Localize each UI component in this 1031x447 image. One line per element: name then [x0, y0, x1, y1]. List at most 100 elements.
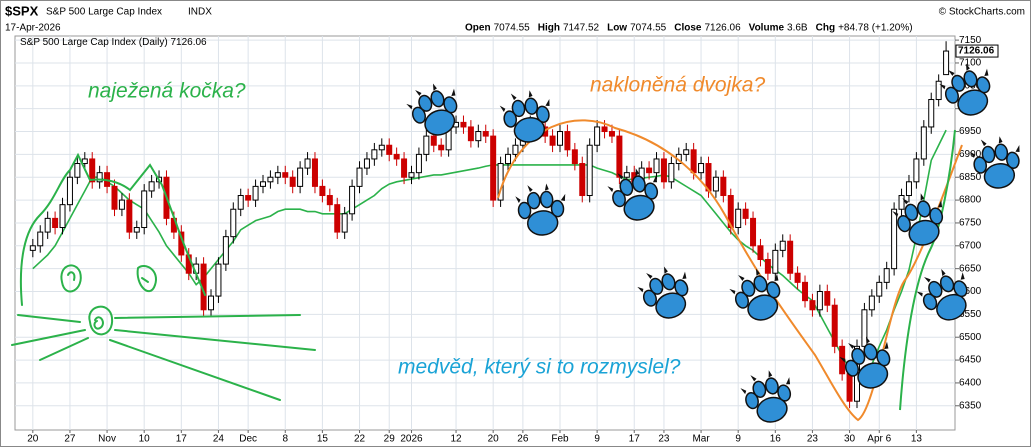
x-tick-label: 29: [384, 434, 396, 445]
candle-body: [891, 208, 898, 270]
candle-body: [482, 131, 489, 137]
candle-body: [304, 158, 311, 169]
candle-body: [297, 167, 304, 187]
x-tick-label: 27: [64, 434, 76, 445]
candle-body: [111, 185, 118, 210]
candle-body: [460, 121, 467, 128]
candle-body: [794, 272, 801, 283]
candle-body: [267, 176, 274, 183]
candle-body: [349, 185, 356, 215]
candle-body: [89, 158, 96, 183]
candle-body: [490, 135, 497, 201]
candle-body: [742, 208, 749, 219]
candle-body: [653, 158, 660, 174]
candle-body: [393, 153, 400, 160]
candle-body: [831, 304, 838, 347]
candle-body: [334, 204, 341, 233]
candle-body: [222, 236, 229, 265]
candle-body: [868, 295, 875, 311]
legend: S&P 500 Large Cap Index (Daily) 7126.06: [20, 37, 207, 48]
candle-body: [623, 172, 630, 178]
x-tick-label: Feb: [551, 434, 569, 445]
candle-body: [646, 167, 653, 174]
legend-name: S&P 500 Large Cap Index (Daily): [20, 37, 168, 48]
x-tick-label: 17: [176, 434, 188, 445]
candle-body: [690, 149, 697, 174]
candles: 7126.06: [29, 41, 999, 409]
annotations: naježená kočka? nakloněná dvojka? medvěd, …: [88, 74, 765, 379]
date: 17-Apr-2026: [5, 23, 61, 34]
candle-body: [824, 291, 831, 306]
x-tick-label: 2026: [400, 434, 423, 445]
grid: 6350 6400 6450 6500 6550 6600 6650 6700 6750 6800…: [15, 35, 982, 445]
x-tick-label: 30: [844, 434, 856, 445]
candle-body: [430, 135, 437, 146]
y-tick-label: 6750: [959, 218, 982, 229]
candle-body: [208, 295, 215, 311]
y-tick-label: 6350: [959, 400, 982, 411]
candle-body: [735, 208, 742, 229]
candle-body: [252, 185, 259, 201]
stat-value: 7074.55: [494, 23, 531, 34]
symbol: $SPX: [5, 3, 39, 18]
annotation: nakloněná dvojka?: [590, 74, 765, 97]
cat-doodle: [11, 152, 316, 401]
x-tick-label: 15: [317, 434, 329, 445]
candle-body: [787, 240, 794, 274]
candle-body: [601, 126, 608, 133]
x-tick-label: 9: [594, 434, 600, 445]
candle-body: [883, 268, 890, 283]
candle-body: [913, 158, 920, 183]
candle-body: [764, 259, 771, 274]
x-tick-label: 20: [27, 434, 39, 445]
two-doodle: [497, 119, 963, 422]
price-tag: 7126.06: [958, 46, 995, 57]
x-tick-label: 24: [213, 434, 225, 445]
stats: Open 7074.55 High 7147.52 Low 7074.55 Close 712…: [465, 23, 913, 34]
annotation: naježená kočka?: [88, 80, 246, 103]
y-tick-label: 6650: [959, 263, 982, 274]
y-tick-label: 6700: [959, 240, 982, 251]
y-tick-label: 6400: [959, 378, 982, 389]
candle-body: [905, 181, 912, 197]
candle-body: [96, 172, 103, 183]
x-tick-label: Nov: [98, 434, 116, 445]
candle-body: [289, 176, 296, 187]
candle-body: [616, 135, 623, 178]
candle-body: [29, 245, 36, 251]
candle-body: [371, 149, 378, 160]
y-tick-label: 6450: [959, 355, 982, 366]
x-tick-label: 17: [629, 434, 641, 445]
candle-body: [712, 176, 719, 192]
candle-body: [861, 309, 868, 347]
candle-body: [356, 167, 363, 187]
candle-body: [564, 131, 571, 151]
price-tag-box: [955, 44, 999, 58]
candle-body: [660, 158, 667, 183]
stat-label: Chg: [816, 23, 835, 34]
candle-body: [415, 153, 422, 174]
candle-body: [126, 199, 133, 233]
x-tick-label: Apr 6: [867, 434, 891, 445]
candle-body: [505, 153, 512, 165]
y-tick-label: 6500: [959, 332, 982, 343]
stat-value: 7147.52: [563, 23, 600, 34]
candle-body: [259, 181, 266, 187]
candle-body: [237, 195, 244, 210]
candle-body: [512, 144, 519, 155]
x-tick-label: Dec: [239, 434, 257, 445]
candle-body: [311, 158, 318, 187]
candle-body: [779, 240, 786, 251]
candle-body: [52, 217, 59, 229]
stat-label: High: [538, 23, 560, 34]
candle-body: [475, 131, 482, 142]
legend-value: 7126.06: [170, 37, 207, 48]
candle-body: [720, 176, 727, 197]
candle-body: [549, 135, 556, 146]
plot-area: [14, 35, 956, 431]
y-tick-label: 6950: [959, 126, 982, 137]
stat-value: 7126.06: [704, 23, 741, 34]
candle-body: [809, 300, 816, 311]
x-tick-label: 20: [488, 434, 500, 445]
